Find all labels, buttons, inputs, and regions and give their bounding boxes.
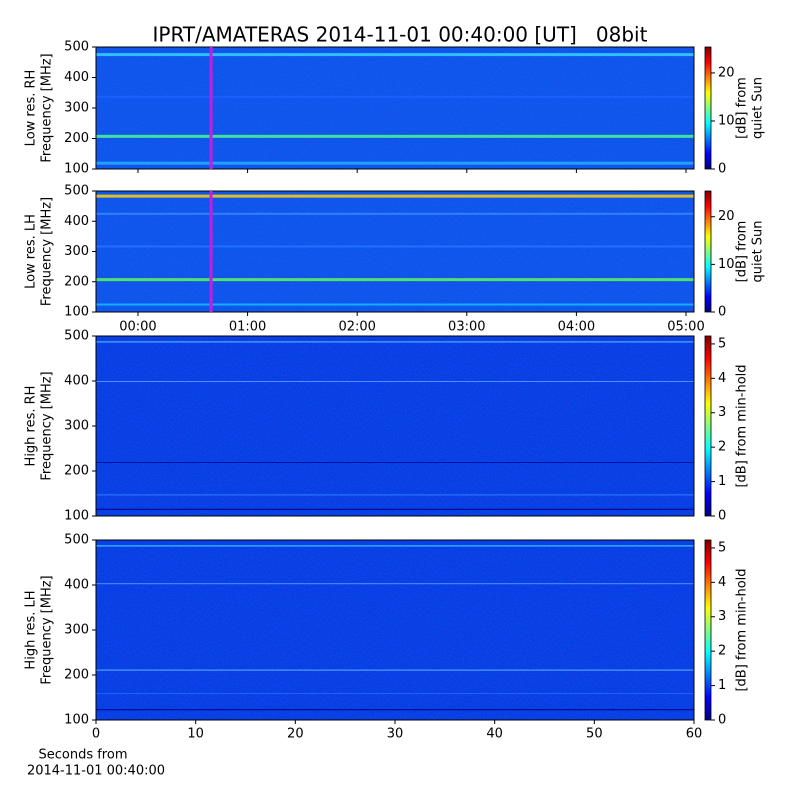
spectral-band bbox=[96, 194, 694, 198]
colorbar-tick-label: 4 bbox=[718, 371, 726, 386]
colorbar-tick-label: 1 bbox=[718, 474, 726, 489]
colorbar-label: [dB] from bbox=[735, 77, 750, 139]
x-axis-label: Seconds from bbox=[38, 748, 127, 763]
x-tick-label: 03:00 bbox=[448, 320, 485, 335]
spectrogram-noise bbox=[96, 47, 694, 169]
y-axis-label: Low res. RH bbox=[24, 70, 39, 147]
y-tick-label: 400 bbox=[64, 70, 89, 85]
colorbar bbox=[704, 190, 712, 313]
spectral-band bbox=[96, 462, 694, 463]
y-tick-label: 300 bbox=[64, 244, 89, 259]
x-tick-label: 60 bbox=[686, 727, 703, 742]
colorbar-tick-label: 10 bbox=[718, 113, 735, 128]
y-tick-label: 100 bbox=[64, 305, 89, 320]
spectral-band bbox=[96, 669, 694, 671]
colorbar-tick-label: 10 bbox=[718, 257, 735, 272]
spectral-band bbox=[96, 134, 694, 138]
x-tick-label: 01:00 bbox=[229, 320, 266, 335]
y-tick-label: 100 bbox=[64, 713, 89, 728]
spectral-band bbox=[96, 583, 694, 585]
colorbar-label: quiet Sun bbox=[751, 220, 766, 282]
colorbar-label: [dB] from min-hold bbox=[735, 568, 750, 691]
y-axis-label: Frequency [MHz] bbox=[40, 371, 55, 480]
x-tick-label: 20 bbox=[287, 727, 304, 742]
spectral-band bbox=[96, 709, 694, 711]
colorbar-tick-label: 5 bbox=[718, 540, 726, 555]
colorbar-label: [dB] from bbox=[735, 221, 750, 283]
y-tick-label: 100 bbox=[64, 509, 89, 524]
y-tick-label: 200 bbox=[64, 274, 89, 289]
colorbar-tick-label: 20 bbox=[718, 209, 735, 224]
colorbar-tick-label: 0 bbox=[718, 162, 726, 177]
colorbar-tick-label: 4 bbox=[718, 575, 726, 590]
y-axis-label: Frequency [MHz] bbox=[40, 575, 55, 684]
spectral-band bbox=[96, 212, 694, 215]
y-tick-label: 500 bbox=[64, 329, 89, 344]
x-tick-label: 50 bbox=[586, 727, 603, 742]
figure-title: IPRT/AMATERAS 2014-11-01 00:40:00 [UT] 0… bbox=[153, 23, 648, 47]
spectral-band bbox=[96, 381, 694, 382]
colorbar-tick-label: 0 bbox=[718, 713, 726, 728]
y-tick-label: 100 bbox=[64, 162, 89, 177]
spectral-band bbox=[96, 53, 694, 57]
colorbar-tick-label: 2 bbox=[718, 440, 726, 455]
spectral-band bbox=[96, 494, 694, 496]
x-tick-label: 40 bbox=[486, 727, 503, 742]
spectral-band bbox=[96, 545, 694, 547]
x-tick-label: 05:00 bbox=[667, 320, 704, 335]
colorbar bbox=[704, 539, 712, 721]
y-tick-label: 200 bbox=[64, 131, 89, 146]
colorbar-tick-label: 20 bbox=[718, 65, 735, 80]
spectral-band bbox=[96, 303, 694, 306]
spectral-band bbox=[96, 245, 694, 248]
y-tick-label: 200 bbox=[64, 464, 89, 479]
colorbar-tick-label: 3 bbox=[718, 405, 726, 420]
x-tick-label: 10 bbox=[187, 727, 204, 742]
colorbar-tick-label: 5 bbox=[718, 336, 726, 351]
spectral-band bbox=[96, 278, 694, 282]
y-tick-label: 300 bbox=[64, 101, 89, 116]
colorbar-tick-label: 2 bbox=[718, 644, 726, 659]
spectral-band bbox=[96, 508, 694, 510]
x-tick-label: 04:00 bbox=[558, 320, 595, 335]
y-axis-label: High res. LH bbox=[24, 590, 39, 669]
y-axis-label: Frequency [MHz] bbox=[40, 53, 55, 162]
spectral-band bbox=[96, 95, 694, 98]
y-axis-label: Low res. LH bbox=[24, 214, 39, 289]
y-axis-label: High res. RH bbox=[24, 386, 39, 467]
spectral-band bbox=[96, 161, 694, 165]
y-tick-label: 300 bbox=[64, 623, 89, 638]
y-tick-label: 300 bbox=[64, 419, 89, 434]
colorbar-label: quiet Sun bbox=[751, 77, 766, 139]
x-tick-label: 02:00 bbox=[338, 320, 375, 335]
y-tick-label: 500 bbox=[64, 40, 89, 55]
spectral-band bbox=[96, 693, 694, 694]
x-axis-label: 2014-11-01 00:40:00 bbox=[27, 764, 165, 779]
spectral-band bbox=[96, 341, 694, 343]
x-tick-label: 30 bbox=[387, 727, 404, 742]
colorbar-tick-label: 0 bbox=[718, 305, 726, 320]
colorbar bbox=[704, 335, 712, 517]
y-axis-label: Frequency [MHz] bbox=[40, 197, 55, 306]
colorbar-tick-label: 3 bbox=[718, 609, 726, 624]
y-tick-label: 500 bbox=[64, 533, 89, 548]
colorbar-tick-label: 0 bbox=[718, 509, 726, 524]
y-tick-label: 400 bbox=[64, 374, 89, 389]
spectrogram-noise bbox=[96, 191, 694, 312]
spectrogram-noise bbox=[96, 540, 694, 720]
colorbar bbox=[704, 46, 712, 170]
y-tick-label: 400 bbox=[64, 214, 89, 229]
x-tick-label: 00:00 bbox=[119, 320, 156, 335]
spectrogram-noise bbox=[96, 336, 694, 516]
x-tick-label: 0 bbox=[92, 727, 100, 742]
y-tick-label: 200 bbox=[64, 668, 89, 683]
colorbar-tick-label: 1 bbox=[718, 678, 726, 693]
colorbar-label: [dB] from min-hold bbox=[735, 364, 750, 487]
y-tick-label: 500 bbox=[64, 184, 89, 199]
y-tick-label: 400 bbox=[64, 578, 89, 593]
